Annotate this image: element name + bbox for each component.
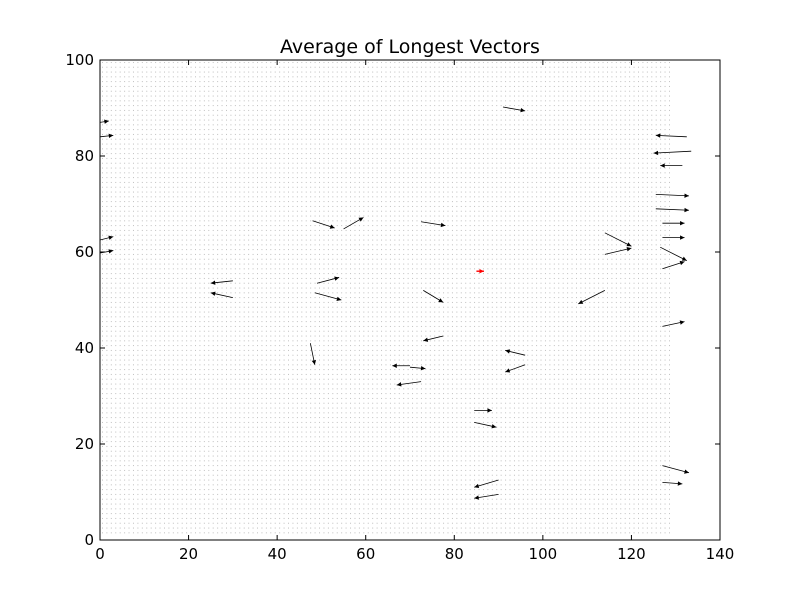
vector-arrow xyxy=(316,276,340,284)
x-tick-label: 40 xyxy=(268,545,287,563)
vector-arrow xyxy=(312,220,335,229)
y-tick-label: 0 xyxy=(84,531,94,549)
vector-arrow xyxy=(343,217,364,230)
vector-arrow xyxy=(421,221,446,228)
vector-arrow xyxy=(655,133,687,138)
vector-arrow xyxy=(99,249,114,254)
vector-arrow xyxy=(604,247,632,255)
vector-arrow xyxy=(474,479,499,489)
x-tick-label: 20 xyxy=(179,545,198,563)
plot-frame xyxy=(99,59,721,541)
y-tick-label: 20 xyxy=(75,435,94,453)
vector-arrow xyxy=(392,363,410,368)
vector-arrow xyxy=(655,207,690,213)
vector-arrow xyxy=(604,232,632,247)
vector-arrow xyxy=(423,335,444,342)
vector-arrow xyxy=(662,235,685,240)
vector-arrow xyxy=(309,343,317,365)
vector-arrow xyxy=(99,119,109,124)
vector-arrow xyxy=(662,465,690,474)
vector-arrow xyxy=(662,260,685,270)
x-tick-label: 80 xyxy=(445,545,464,563)
x-tick-label: 0 xyxy=(95,545,105,563)
vector-field xyxy=(99,106,692,500)
vector-arrow xyxy=(210,280,233,285)
x-tick-label: 120 xyxy=(617,545,646,563)
vector-arrow xyxy=(505,349,526,356)
vector-arrow xyxy=(99,133,114,139)
vector-arrow xyxy=(662,221,685,226)
x-tick-label: 140 xyxy=(706,545,735,563)
vector-arrow xyxy=(655,193,690,198)
vector-arrow xyxy=(474,422,497,429)
vector-arrow xyxy=(314,292,342,301)
vector-arrow xyxy=(474,494,499,500)
vector-arrow xyxy=(660,163,683,168)
vector-arrow xyxy=(662,320,685,327)
vector-arrow xyxy=(396,381,422,387)
vector-arrow xyxy=(423,290,444,303)
vector-arrow xyxy=(409,366,426,371)
y-tick-label: 60 xyxy=(75,243,94,261)
vector-arrow xyxy=(505,364,526,373)
vector-arrow xyxy=(210,291,233,298)
vector-arrow xyxy=(474,408,492,413)
y-tick-label: 40 xyxy=(75,339,94,357)
vector-arrow xyxy=(660,246,687,261)
y-tick-label: 80 xyxy=(75,147,94,165)
vector-arrow xyxy=(653,150,692,156)
vector-arrow xyxy=(502,106,526,113)
highlight-vector-arrow xyxy=(476,269,484,274)
x-tick-label: 100 xyxy=(529,545,558,563)
vector-arrow xyxy=(662,481,683,486)
chart-title: Average of Longest Vectors xyxy=(280,36,540,58)
vector-arrow xyxy=(578,290,606,305)
y-tick-label: 100 xyxy=(65,51,94,69)
vector-arrow xyxy=(99,235,114,241)
background-dot-grid xyxy=(102,62,670,536)
x-tick-label: 60 xyxy=(356,545,375,563)
